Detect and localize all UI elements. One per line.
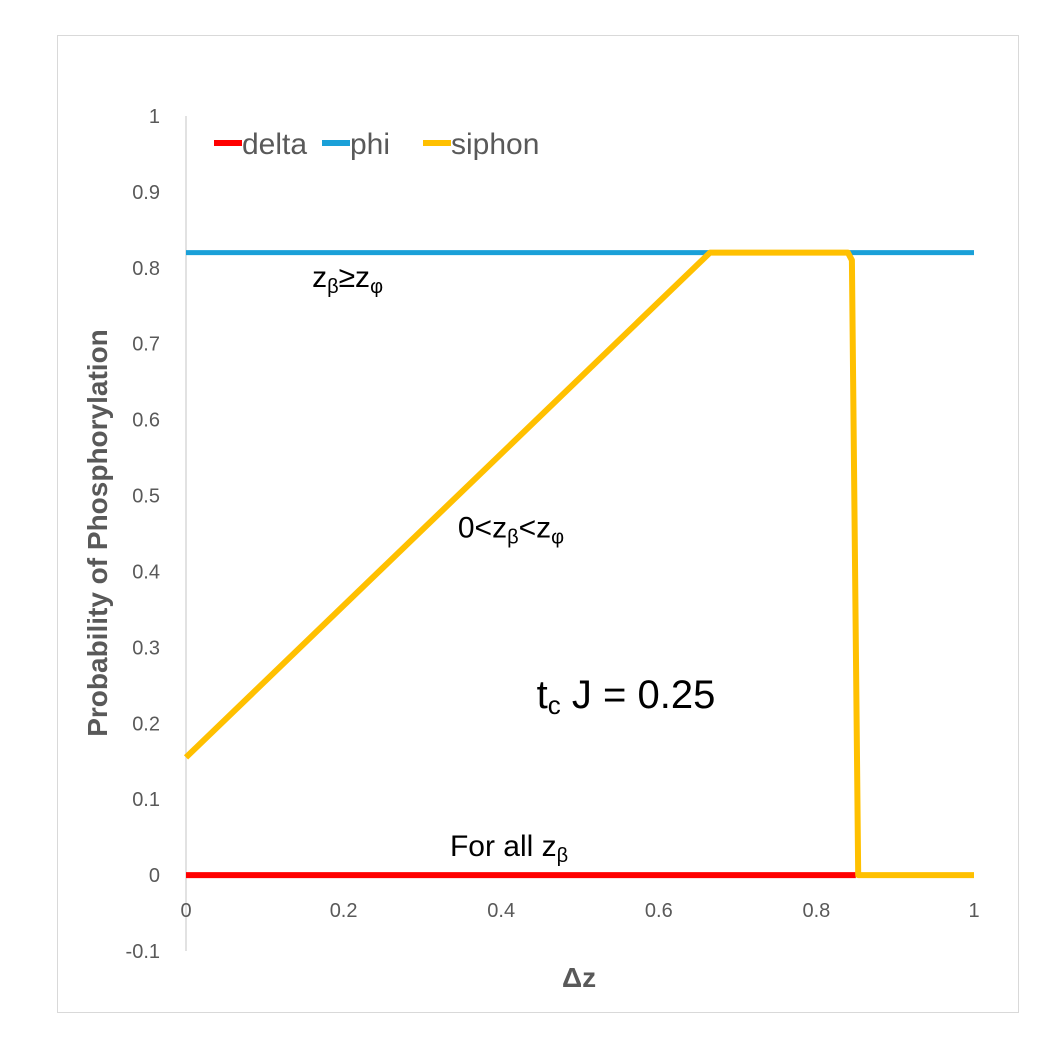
y-tick-label: 1 xyxy=(149,106,160,128)
y-tick-labels: -0.1 0 0.1 0.2 0.3 0.4 0.5 0.6 0.7 0.8 0.9 1 xyxy=(126,106,160,963)
y-tick-label: 0.7 xyxy=(132,334,160,356)
y-tick-label: -0.1 xyxy=(126,941,160,963)
x-tick-label: 1 xyxy=(968,900,979,922)
annotation-1: 0<zβ<zφ xyxy=(458,511,564,548)
legend-item-siphon: siphon xyxy=(423,128,539,161)
legend-item-delta: delta xyxy=(214,128,307,161)
x-tick-label: 0.2 xyxy=(330,900,358,922)
series-lines xyxy=(183,249,974,879)
x-tick-label: 0.6 xyxy=(645,900,673,922)
y-tick-label: 0.8 xyxy=(132,258,160,280)
y-tick-label: 0.3 xyxy=(132,637,160,659)
y-tick-label: 0.1 xyxy=(132,789,160,811)
legend-label: phi xyxy=(350,128,390,161)
y-tick-label: 0 xyxy=(149,865,160,887)
annotation-3: For all zβ xyxy=(450,830,568,867)
x-tick-label: 0.4 xyxy=(487,900,515,922)
legend: delta phi siphon xyxy=(214,128,539,161)
legend-item-phi: phi xyxy=(322,128,390,161)
annotations: zβ≥zφ 0<zβ<zφ tc J = 0.25 For all zβ xyxy=(312,261,715,867)
legend-label: siphon xyxy=(451,128,539,161)
y-tick-label: 0.9 xyxy=(132,182,160,204)
x-tick-labels: 0 0.2 0.4 0.6 0.8 1 xyxy=(180,900,979,922)
y-tick-label: 0.4 xyxy=(132,561,160,583)
series-line-siphon xyxy=(183,249,974,879)
x-tick-label: 0.8 xyxy=(802,900,830,922)
x-axis-title: Δz xyxy=(562,962,596,993)
y-tick-label: 0.6 xyxy=(132,410,160,432)
annotation-0: zβ≥zφ xyxy=(312,261,383,298)
y-tick-label: 0.5 xyxy=(132,486,160,508)
y-axis-title: Probability of Phosphorylation xyxy=(82,329,113,737)
legend-label: delta xyxy=(242,128,307,161)
annotation-2: tc J = 0.25 xyxy=(537,673,716,720)
y-tick-label: 0.2 xyxy=(132,713,160,735)
x-tick-label: 0 xyxy=(180,900,191,922)
